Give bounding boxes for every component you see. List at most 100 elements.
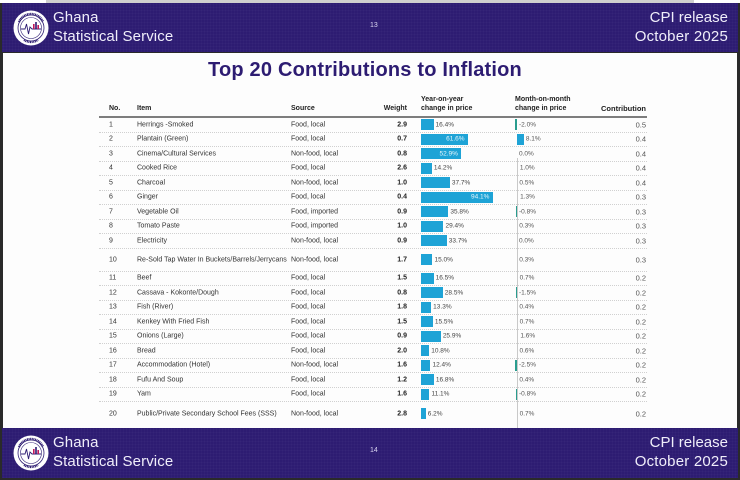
- row-number: 10: [109, 256, 117, 263]
- yoy-value: 52.9%: [439, 150, 458, 158]
- release-info: CPI release October 2025: [635, 433, 728, 471]
- release-line2: October 2025: [634, 28, 728, 45]
- yoy-bar: [421, 388, 430, 400]
- yoy-bar: [421, 330, 441, 342]
- mom-value: 0.3%: [519, 256, 535, 263]
- item-weight: 0.4: [397, 193, 407, 201]
- yoy-value: 11.1%: [431, 390, 450, 398]
- col-header-weight: Weight: [383, 105, 407, 112]
- table-row: 6 Ginger Food, local 0.4 94.1% 1.3% 0.3: [99, 191, 647, 205]
- item-name: Beef: [137, 274, 152, 282]
- yoy-bar-wrap: 52.9%: [421, 148, 511, 160]
- item-source: Non-food, local: [291, 410, 339, 417]
- col-header-source: Source: [291, 105, 315, 112]
- item-weight: 2.6: [397, 164, 407, 172]
- item-source: Non-food, local: [291, 150, 339, 158]
- item-name: Cinema/Cultural Services: [137, 150, 216, 158]
- item-name: Herrings -Smoked: [137, 121, 194, 129]
- contributions-table: No. Item Source Weight Year-on-year chan…: [99, 93, 647, 468]
- mom-bar-wrap: 0.7%: [517, 272, 577, 284]
- row-number: 9: [109, 237, 113, 245]
- row-number: 14: [109, 318, 117, 326]
- yoy-value: 35.8%: [450, 208, 469, 216]
- mom-bar-wrap: 0.4%: [517, 374, 577, 386]
- table-row: 7 Vegetable Oil Food, imported 0.9 35.8% -0.8…: [99, 205, 647, 220]
- item-name: Plantain (Green): [137, 135, 189, 143]
- contribution-value: 0.2: [635, 302, 646, 312]
- item-weight: 0.9: [397, 237, 407, 245]
- yoy-bar: [421, 177, 450, 189]
- gss-logo-icon: [13, 10, 49, 46]
- slide-page: Top 20 Contributions to Inflation No. It…: [3, 53, 737, 468]
- yoy-bar-wrap: 11.1%: [421, 388, 511, 400]
- yoy-bar: [421, 148, 462, 160]
- yoy-bar-wrap: 35.8%: [421, 206, 511, 218]
- mom-value: -2.0%: [519, 121, 536, 129]
- row-number: 8: [109, 222, 113, 230]
- item-source: Food, local: [291, 274, 326, 282]
- item-source: Food, local: [291, 289, 326, 297]
- item-weight: 0.8: [397, 150, 407, 158]
- mom-value: 0.0%: [519, 150, 534, 158]
- mom-value: 0.3%: [519, 222, 535, 230]
- mom-bar: [516, 206, 517, 218]
- yoy-bar: [421, 119, 434, 131]
- mom-value: 0.5%: [519, 179, 535, 187]
- item-name: Bread: [137, 347, 156, 355]
- mom-value: 0.4%: [519, 303, 535, 311]
- mom-bar-wrap: 1.6%: [517, 330, 577, 342]
- mom-zero-axis: [517, 158, 518, 468]
- yoy-value: 16.5%: [435, 274, 455, 282]
- table-row: 8 Tomato Paste Food, imported 1.0 29.4% 0.3% 0…: [99, 220, 647, 234]
- yoy-bar: [421, 191, 493, 203]
- mom-bar-wrap: -1.5%: [515, 287, 577, 299]
- item-weight: 1.0: [397, 222, 407, 230]
- contribution-value: 0.2: [635, 360, 646, 370]
- table-row: 15 Onions (Large) Food, local 0.9 25.9% 1.6% 0…: [99, 330, 647, 344]
- contribution-value: 0.2: [635, 317, 646, 327]
- row-number: 1: [109, 121, 113, 129]
- yoy-bar-wrap: 10.8%: [421, 345, 511, 357]
- release-line1: CPI release: [649, 9, 728, 26]
- item-weight: 0.8: [397, 289, 407, 297]
- item-source: Non-food, local: [291, 179, 339, 187]
- item-source: Food, local: [291, 390, 326, 398]
- mom-value: 1.6%: [520, 332, 536, 340]
- table-row: 14 Kenkey With Fried Fish Food, local 1.5 15…: [99, 315, 647, 330]
- yoy-value: 29.4%: [445, 222, 464, 230]
- yoy-value: 10.8%: [431, 347, 450, 355]
- yoy-bar-wrap: 13.3%: [421, 301, 511, 313]
- yoy-bar: [421, 272, 434, 284]
- mom-bar-wrap: 0.6%: [517, 345, 577, 357]
- contribution-value: 0.4: [635, 149, 646, 159]
- col-header-mom-line1: Month-on-month: [515, 96, 571, 103]
- table-row: 4 Cooked Rice Food, local 2.6 14.2% 1.0% 0.4: [99, 162, 647, 176]
- table-row: 17 Accommodation (Hotel) Non-food, local 1.…: [99, 359, 647, 373]
- col-header-contribution: Contribution: [601, 104, 646, 113]
- row-number: 5: [109, 179, 113, 187]
- row-number: 6: [109, 193, 113, 201]
- mom-bar-wrap: -2.0%: [515, 119, 577, 131]
- mom-bar: [516, 388, 517, 400]
- row-number: 20: [109, 410, 117, 417]
- item-weight: 1.6: [397, 361, 407, 369]
- yoy-value: 16.8%: [435, 376, 455, 384]
- yoy-bar: [421, 301, 432, 313]
- item-source: Food, imported: [291, 208, 339, 216]
- yoy-value: 28.5%: [444, 289, 464, 297]
- slide-footer-banner-top: Ghana Statistical Service 13 CPI release…: [2, 3, 738, 52]
- yoy-value: 12.4%: [432, 361, 451, 369]
- page-title: Top 20 Contributions to Inflation: [208, 59, 522, 81]
- item-weight: 2.8: [397, 410, 407, 417]
- window-top-strip: [0, 0, 740, 3]
- row-number: 17: [109, 361, 117, 369]
- mom-value: 0.7%: [519, 318, 535, 326]
- org-name: Ghana Statistical Service: [53, 433, 173, 471]
- item-name: Cassava - Kokonte/Dough: [137, 289, 219, 297]
- row-number: 2: [109, 135, 113, 143]
- item-name: Vegetable Oil: [137, 208, 179, 216]
- mom-value: 8.1%: [525, 135, 541, 143]
- table-body: 1 Herrings -Smoked Food, local 2.9 16.4% -2.0…: [99, 118, 647, 425]
- yoy-bar-wrap: 29.4%: [421, 220, 511, 232]
- yoy-bar-wrap: 6.2%: [421, 408, 511, 419]
